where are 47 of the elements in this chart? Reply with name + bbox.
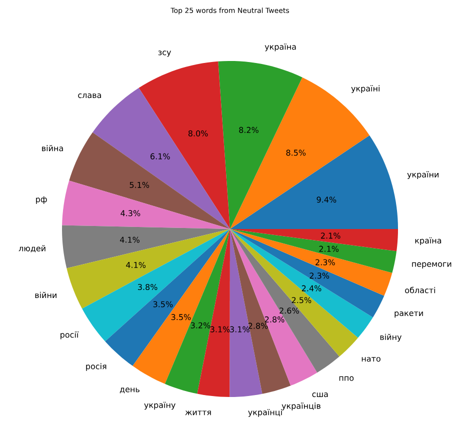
data-label: 8.2%: [239, 126, 258, 133]
data-label: 3.1%: [230, 326, 250, 332]
slice-label: сша: [312, 392, 328, 398]
slice-label: день: [120, 388, 140, 394]
slice-label: українці: [248, 409, 282, 417]
slice-label: людей: [18, 245, 46, 252]
slice-label: ппо: [339, 376, 354, 381]
data-label: 2.1%: [321, 232, 340, 239]
data-label: 5.1%: [130, 182, 150, 188]
data-label: 2.3%: [310, 272, 330, 279]
slice-label: ракети: [394, 311, 423, 318]
data-label: 4.3%: [120, 210, 140, 216]
data-label: 3.5%: [171, 314, 191, 320]
slice-label: нато: [362, 357, 380, 362]
slice-label: зсу: [158, 50, 172, 57]
data-label: 2.6%: [280, 308, 299, 314]
data-label: 2.3%: [316, 259, 335, 266]
slice-label: перемоги: [412, 262, 452, 268]
data-label: 4.1%: [120, 236, 140, 243]
data-label: 8.0%: [188, 130, 208, 136]
slice-label: області: [405, 286, 436, 294]
data-label: 3.5%: [153, 301, 173, 308]
slice-label: україну: [144, 402, 176, 410]
data-label: 2.1%: [319, 246, 339, 252]
slice-label: війна: [42, 145, 63, 152]
slice-label: українців: [282, 402, 320, 410]
slice-label: україні: [351, 85, 380, 93]
slice-label: рф: [36, 196, 47, 204]
data-label: 8.5%: [286, 150, 306, 156]
slice-label: країна: [415, 237, 442, 246]
data-label: 6.1%: [150, 153, 170, 160]
slice-label: росії: [60, 332, 79, 340]
slice-label: слава: [78, 93, 101, 98]
data-label: 2.5%: [292, 297, 312, 304]
data-label: 2.4%: [302, 285, 322, 292]
slice-label: україна: [264, 44, 296, 52]
slice-label: війни: [35, 292, 56, 298]
data-label: 2.8%: [264, 316, 284, 322]
data-label: 3.8%: [138, 284, 158, 290]
slice-label: війну: [380, 334, 402, 342]
data-label: 4.1%: [126, 262, 146, 268]
data-label: 3.2%: [190, 322, 210, 328]
slice-label: росія: [86, 363, 106, 371]
data-label: 9.4%: [316, 196, 336, 203]
slice-label: життя: [185, 410, 211, 416]
slice-label: україни: [407, 171, 438, 180]
data-label: 3.1%: [210, 326, 230, 332]
